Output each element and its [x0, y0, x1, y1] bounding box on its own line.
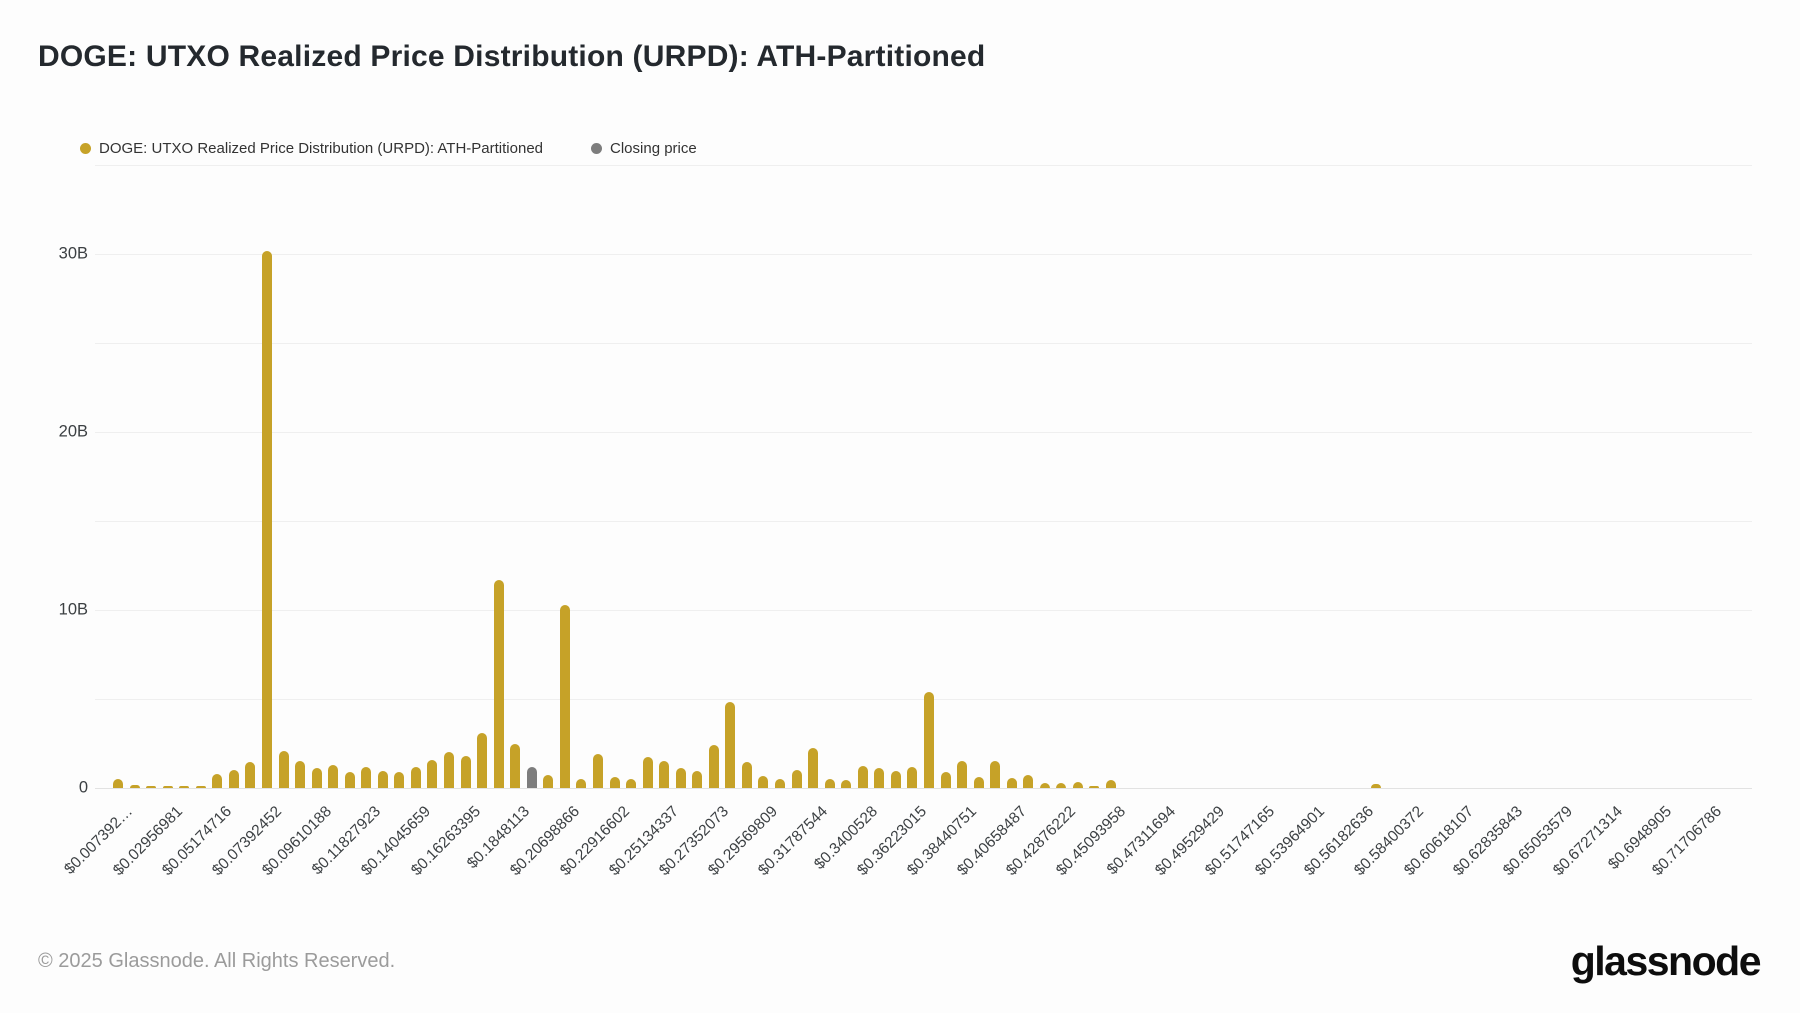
urpd-bar[interactable] — [328, 764, 339, 788]
closing-price-dot-icon — [591, 143, 603, 154]
urpd-bar[interactable] — [444, 752, 454, 788]
urpd-bar[interactable] — [344, 771, 355, 788]
urpd-bar[interactable] — [162, 786, 173, 788]
urpd-bar[interactable] — [278, 750, 289, 788]
gridline-35b — [95, 165, 1752, 167]
y-axis-tick-30B: 30B — [58, 244, 88, 263]
urpd-bar[interactable] — [460, 755, 471, 788]
urpd-bar[interactable] — [1089, 786, 1100, 788]
gridline-5b — [95, 699, 1752, 701]
urpd-bar[interactable] — [261, 250, 272, 788]
urpd-bar[interactable] — [311, 768, 322, 788]
urpd-bar[interactable] — [212, 773, 223, 788]
urpd-bar[interactable] — [890, 771, 901, 788]
closing-price-label: Closing price — [610, 140, 697, 157]
urpd-bar[interactable] — [245, 762, 256, 788]
urpd-bar[interactable] — [609, 777, 620, 788]
gridline-20b — [95, 432, 1752, 434]
urpd-bar[interactable] — [824, 779, 835, 788]
legend-item-urpd[interactable]: DOGE: UTXO Realized Price Distribution (… — [80, 140, 543, 157]
urpd-bar[interactable] — [675, 768, 686, 788]
urpd-bar[interactable] — [841, 779, 852, 788]
y-axis-tick-20B: 20B — [58, 422, 88, 441]
urpd-bar[interactable] — [741, 762, 752, 788]
urpd-bar[interactable] — [427, 759, 438, 788]
urpd-bar[interactable] — [361, 766, 372, 788]
urpd-bar[interactable] — [1023, 774, 1034, 788]
gridline-10b — [95, 610, 1752, 612]
urpd-bar[interactable] — [394, 771, 405, 788]
urpd-bar[interactable] — [1056, 782, 1067, 788]
urpd-bar[interactable] — [758, 775, 769, 788]
urpd-bar[interactable] — [129, 785, 140, 788]
urpd-bar[interactable] — [907, 766, 918, 788]
gridline-15b — [95, 521, 1752, 523]
legend: DOGE: UTXO Realized Price Distribution (… — [80, 140, 697, 157]
glassnode-logo: glassnode — [1570, 938, 1762, 984]
urpd-bar[interactable] — [493, 579, 504, 788]
urpd-bar[interactable] — [1370, 784, 1381, 788]
y-axis-tick-0: 0 — [78, 778, 88, 797]
urpd-bar[interactable] — [113, 779, 123, 788]
y-axis-tick-10B: 10B — [58, 600, 88, 619]
urpd-bar[interactable] — [692, 771, 703, 788]
urpd-bar[interactable] — [1106, 779, 1116, 788]
urpd-bar[interactable] — [377, 771, 388, 788]
urpd-bar[interactable] — [708, 745, 719, 788]
urpd-bar[interactable] — [775, 779, 785, 788]
urpd-bar[interactable] — [576, 779, 587, 788]
urpd-bar[interactable] — [626, 779, 637, 788]
urpd-bar[interactable] — [973, 776, 984, 788]
urpd-bar[interactable] — [990, 761, 1001, 788]
urpd-bar[interactable] — [559, 604, 570, 788]
urpd-bar[interactable] — [543, 774, 554, 788]
urpd-bar[interactable] — [957, 761, 968, 788]
gridline-25b — [95, 343, 1752, 345]
urpd-series-label: DOGE: UTXO Realized Price Distribution (… — [99, 140, 544, 157]
x-axis-baseline — [95, 788, 1752, 789]
urpd-bar[interactable] — [725, 701, 736, 788]
urpd-bar[interactable] — [592, 754, 603, 788]
gridline-30b — [95, 254, 1752, 256]
urpd-bar[interactable] — [940, 771, 951, 788]
urpd-bar[interactable] — [808, 747, 819, 788]
urpd-bar[interactable] — [791, 770, 802, 788]
urpd-bar[interactable] — [228, 770, 239, 788]
urpd-bar[interactable] — [642, 756, 653, 788]
closing-price-bar[interactable] — [526, 766, 537, 788]
urpd-bar[interactable] — [295, 761, 306, 788]
legend-item-closing-price[interactable]: Closing price — [591, 140, 697, 157]
urpd-bar[interactable] — [510, 743, 521, 788]
urpd-bar[interactable] — [195, 785, 206, 788]
urpd-bar[interactable] — [1006, 778, 1017, 788]
urpd-bar[interactable] — [1072, 782, 1083, 788]
urpd-bar[interactable] — [923, 691, 934, 788]
page-title: DOGE: UTXO Realized Price Distribution (… — [38, 40, 986, 73]
urpd-bar[interactable] — [179, 786, 190, 788]
urpd-bar[interactable] — [659, 761, 670, 788]
copyright-text: © 2025 Glassnode. All Rights Reserved. — [38, 950, 396, 972]
urpd-bar[interactable] — [410, 766, 421, 788]
urpd-bar[interactable] — [1039, 783, 1050, 788]
urpd-series-dot-icon — [80, 143, 91, 154]
urpd-bar[interactable] — [874, 768, 885, 788]
urpd-bar[interactable] — [857, 765, 868, 788]
urpd-bar[interactable] — [146, 786, 157, 788]
urpd-bar[interactable] — [477, 732, 488, 788]
